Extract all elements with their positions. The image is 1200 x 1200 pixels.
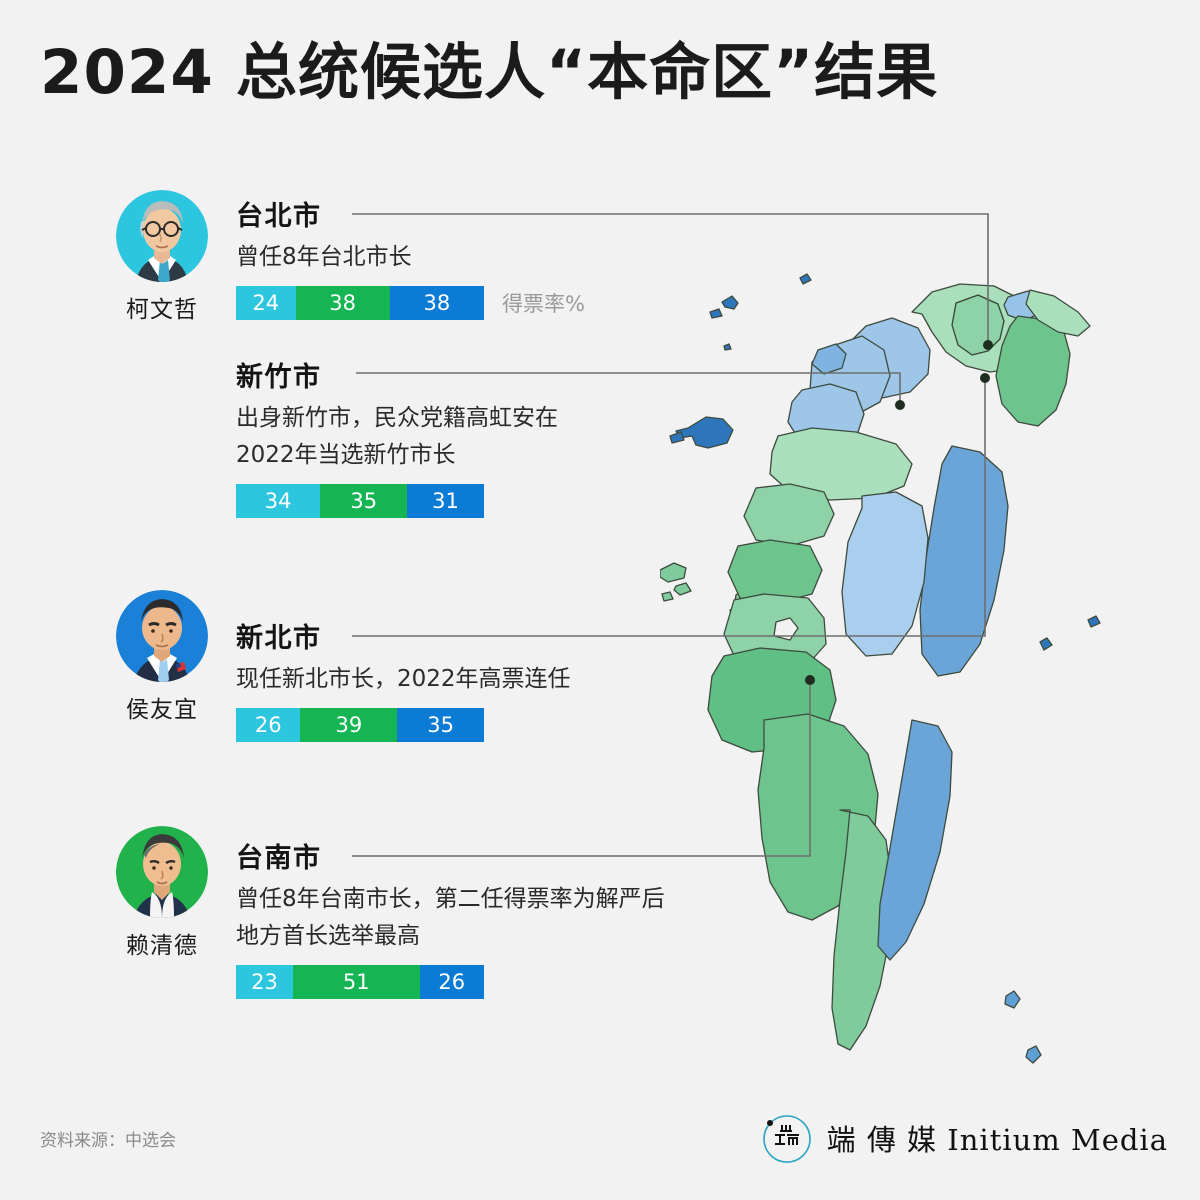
vote-segment-kmt: 31 (407, 484, 484, 518)
brand-text-en: Initium Media (947, 1123, 1168, 1157)
brand-text-cn: 端 傳 媒 (826, 1123, 938, 1157)
vote-bar-caption: 得票率% (501, 292, 585, 316)
region-description-line2: 2022年当选新竹市长 (236, 442, 456, 468)
brand-logo: 端 傳 媒 Initium Media (761, 1112, 1168, 1164)
region-description-line1: 出身新竹市，民众党籍高虹安在 (236, 405, 558, 431)
region-description-line2: 地方首长选举最高 (236, 923, 420, 949)
candidate-avatar-1: 侯友宜 (112, 590, 212, 724)
vote-segment-dpp: 38 (295, 286, 390, 320)
vote-bar: 23 51 26 (236, 965, 484, 999)
candidate-name: 侯友宜 (126, 697, 198, 723)
vote-segment-dpp: 35 (320, 484, 408, 518)
candidate-avatar-2: 赖清德 (112, 826, 212, 960)
initium-mark-icon (761, 1112, 813, 1164)
vote-bar-row: 24 38 38 得票率% (236, 286, 585, 320)
vote-segment-tpp: 34 (236, 484, 321, 518)
source-note: 资料来源：中选会 (40, 1131, 176, 1151)
region-description: 曾任8年台南市长，第二任得票率为解严后 地方首长选举最高 (236, 881, 665, 955)
region-block-hsinchu: 新竹市 出身新竹市，民众党籍高虹安在 2022年当选新竹市长 34 35 31 (236, 355, 558, 518)
vote-bar: 26 39 35 (236, 708, 484, 742)
vote-segment-kmt: 35 (397, 708, 484, 742)
region-description-line1: 曾任8年台南市长，第二任得票率为解严后 (236, 886, 665, 912)
candidate-name: 赖清德 (126, 933, 198, 959)
vote-bar: 34 35 31 (236, 484, 484, 518)
region-description: 出身新竹市，民众党籍高虹安在 2022年当选新竹市长 (236, 400, 558, 474)
candidate-name: 柯文哲 (126, 297, 198, 323)
taiwan-map (660, 250, 1200, 1080)
vote-segment-kmt: 26 (419, 965, 484, 999)
vote-bar: 24 38 38 (236, 286, 484, 320)
candidate-avatar-0: 柯文哲 (112, 190, 212, 324)
region-block-newtaipei: 新北市 现任新北市长，2022年高票连任 26 39 35 (236, 616, 571, 742)
vote-segment-tpp: 23 (236, 965, 294, 999)
vote-bar-row: 23 51 26 (236, 965, 665, 999)
avatar (116, 190, 208, 282)
vote-segment-dpp: 39 (300, 708, 398, 742)
vote-segment-kmt: 38 (389, 286, 484, 320)
region-description: 曾任8年台北市长 (236, 244, 412, 270)
page-title: 2024 总统候选人“本命区”结果 (40, 37, 939, 108)
region-description: 现任新北市长，2022年高票连任 (236, 666, 571, 692)
vote-segment-tpp: 24 (236, 286, 296, 320)
region-block-tainan: 台南市 曾任8年台南市长，第二任得票率为解严后 地方首长选举最高 23 51 2… (236, 836, 665, 999)
region-block-taipei: 台北市 曾任8年台北市长 24 38 38 得票率% (236, 194, 585, 320)
brand-text: 端 傳 媒 Initium Media (827, 1117, 1168, 1159)
region-title: 新竹市 (236, 362, 322, 393)
vote-bar-row: 26 39 35 (236, 708, 571, 742)
avatar (116, 826, 208, 918)
vote-segment-tpp: 26 (236, 708, 301, 742)
region-title: 新北市 (236, 623, 322, 654)
avatar (116, 590, 208, 682)
region-title: 台北市 (236, 201, 322, 232)
region-title: 台南市 (236, 843, 322, 874)
vote-bar-row: 34 35 31 (236, 484, 558, 518)
vote-segment-dpp: 51 (293, 965, 420, 999)
